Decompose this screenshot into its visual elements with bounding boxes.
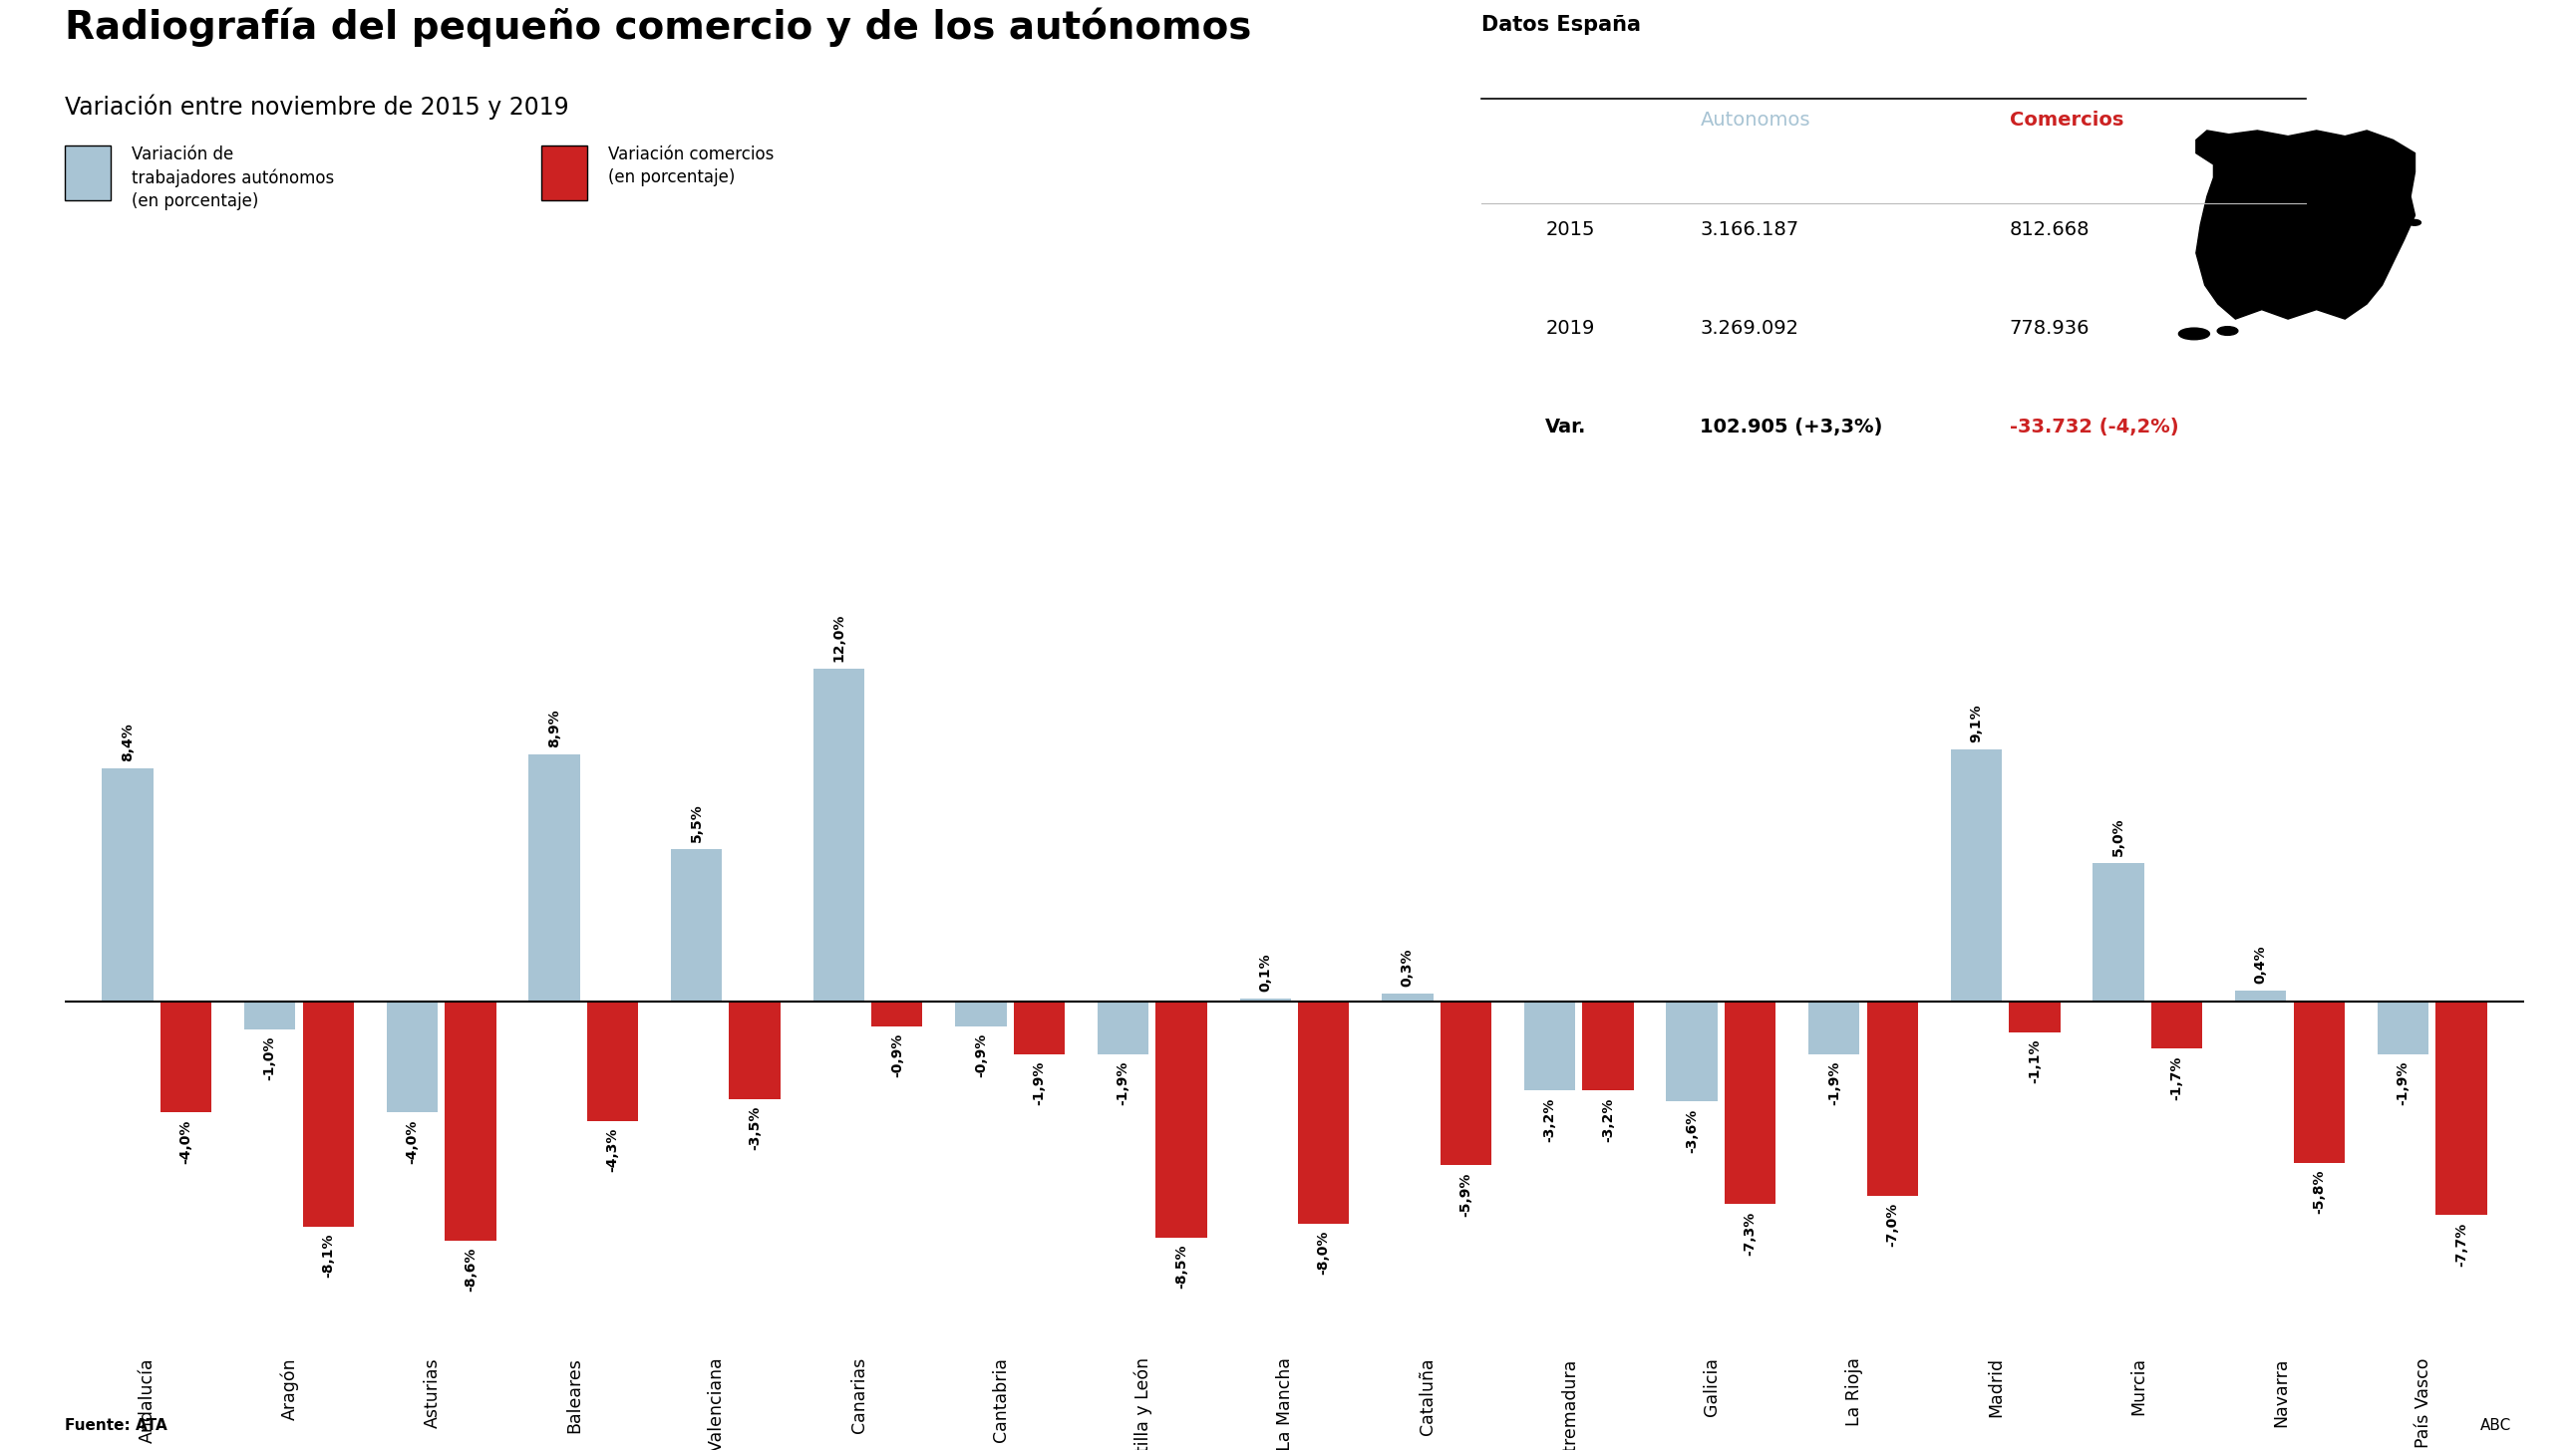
Text: 5,5%: 5,5% (690, 803, 703, 842)
Text: -8,1%: -8,1% (322, 1234, 335, 1277)
Bar (2092, 863, 2143, 1002)
Bar (1808, 1002, 1860, 1054)
Text: -5,9%: -5,9% (1458, 1172, 1473, 1217)
Text: 778.936: 778.936 (2009, 319, 2089, 338)
Text: -4,3%: -4,3% (605, 1128, 621, 1172)
Text: -0,9%: -0,9% (974, 1034, 987, 1077)
Text: -3,2%: -3,2% (1602, 1098, 1615, 1141)
Text: -1,9%: -1,9% (1033, 1061, 1046, 1105)
Bar (1582, 1002, 1633, 1090)
Text: -1,7%: -1,7% (2169, 1056, 2184, 1101)
Text: -8,5%: -8,5% (1175, 1244, 1188, 1289)
Text: -1,1%: -1,1% (2027, 1040, 2043, 1083)
Text: 8,9%: 8,9% (546, 709, 562, 748)
Bar (528, 754, 580, 1002)
Bar (1012, 1002, 1064, 1054)
Text: -8,6%: -8,6% (464, 1247, 477, 1292)
Bar (2378, 1002, 2429, 1054)
Bar (103, 769, 155, 1002)
Text: -3,2%: -3,2% (1543, 1098, 1556, 1141)
Text: Comercios: Comercios (2009, 110, 2123, 129)
Bar (2151, 1002, 2202, 1048)
Text: ABC: ABC (2481, 1418, 2512, 1433)
Text: 2015: 2015 (1546, 220, 1595, 239)
Text: 3.166.187: 3.166.187 (1700, 220, 1798, 239)
Bar (1868, 1002, 1919, 1196)
Text: Variación de
trabajadores autónomos
(en porcentaje): Variación de trabajadores autónomos (en … (131, 145, 335, 210)
Bar (1157, 1002, 1208, 1237)
Text: 102.905 (+3,3%): 102.905 (+3,3%) (1700, 418, 1883, 436)
Text: -1,9%: -1,9% (1115, 1061, 1131, 1105)
Bar (245, 1002, 296, 1030)
Bar (2293, 1002, 2344, 1163)
Text: -7,7%: -7,7% (2455, 1222, 2468, 1266)
Bar (1440, 1002, 1492, 1166)
Text: -7,0%: -7,0% (1886, 1203, 1899, 1247)
Text: Radiografía del pequeño comercio y de los autónomos: Radiografía del pequeño comercio y de lo… (64, 7, 1252, 46)
Text: 2019: 2019 (1546, 319, 1595, 338)
Text: -4,0%: -4,0% (404, 1119, 420, 1164)
Bar (2434, 1002, 2486, 1215)
Text: Variación entre noviembre de 2015 y 2019: Variación entre noviembre de 2015 y 2019 (64, 94, 569, 120)
Bar (446, 1002, 497, 1240)
Bar (301, 1002, 353, 1227)
Text: Fuente: ATA: Fuente: ATA (64, 1418, 167, 1433)
Bar (386, 1002, 438, 1112)
Bar (160, 1002, 211, 1112)
Text: 0,3%: 0,3% (1401, 948, 1414, 986)
Text: 5,0%: 5,0% (2112, 818, 2125, 855)
Bar (1298, 1002, 1350, 1224)
Bar (1097, 1002, 1149, 1054)
Bar (670, 850, 721, 1002)
Text: 12,0%: 12,0% (832, 613, 845, 661)
Text: Autonomos: Autonomos (1700, 110, 1811, 129)
Bar (1950, 750, 2002, 1002)
Text: -33.732 (-4,2%): -33.732 (-4,2%) (2009, 418, 2179, 436)
Bar (1381, 993, 1432, 1002)
Text: 812.668: 812.668 (2009, 220, 2089, 239)
Text: Variación comercios
(en porcentaje): Variación comercios (en porcentaje) (608, 145, 773, 187)
Text: Datos España: Datos España (1481, 14, 1641, 35)
Bar (1667, 1002, 1718, 1102)
Bar (587, 1002, 639, 1121)
Text: -1,9%: -1,9% (2396, 1061, 2411, 1105)
Text: 0,4%: 0,4% (2254, 945, 2267, 983)
Text: -4,0%: -4,0% (178, 1119, 193, 1164)
Bar (2236, 990, 2287, 1002)
Bar (1239, 999, 1291, 1002)
Bar (871, 1002, 922, 1027)
Text: -8,0%: -8,0% (1316, 1231, 1332, 1275)
Text: 9,1%: 9,1% (1968, 703, 1984, 742)
Bar (814, 668, 866, 1002)
Text: -1,9%: -1,9% (1826, 1061, 1842, 1105)
Text: 0,1%: 0,1% (1257, 954, 1273, 992)
Text: 3.269.092: 3.269.092 (1700, 319, 1798, 338)
Text: -3,5%: -3,5% (747, 1106, 762, 1150)
Text: Var.: Var. (1546, 418, 1587, 436)
Text: -7,3%: -7,3% (1744, 1211, 1757, 1256)
Text: -1,0%: -1,0% (263, 1037, 276, 1080)
Text: -3,6%: -3,6% (1685, 1108, 1698, 1153)
Bar (2009, 1002, 2061, 1032)
Text: 8,4%: 8,4% (121, 724, 134, 761)
Text: -5,8%: -5,8% (2313, 1170, 2326, 1214)
Bar (1723, 1002, 1775, 1204)
Text: -0,9%: -0,9% (891, 1034, 904, 1077)
Bar (1525, 1002, 1577, 1090)
Bar (956, 1002, 1007, 1027)
Bar (729, 1002, 781, 1099)
